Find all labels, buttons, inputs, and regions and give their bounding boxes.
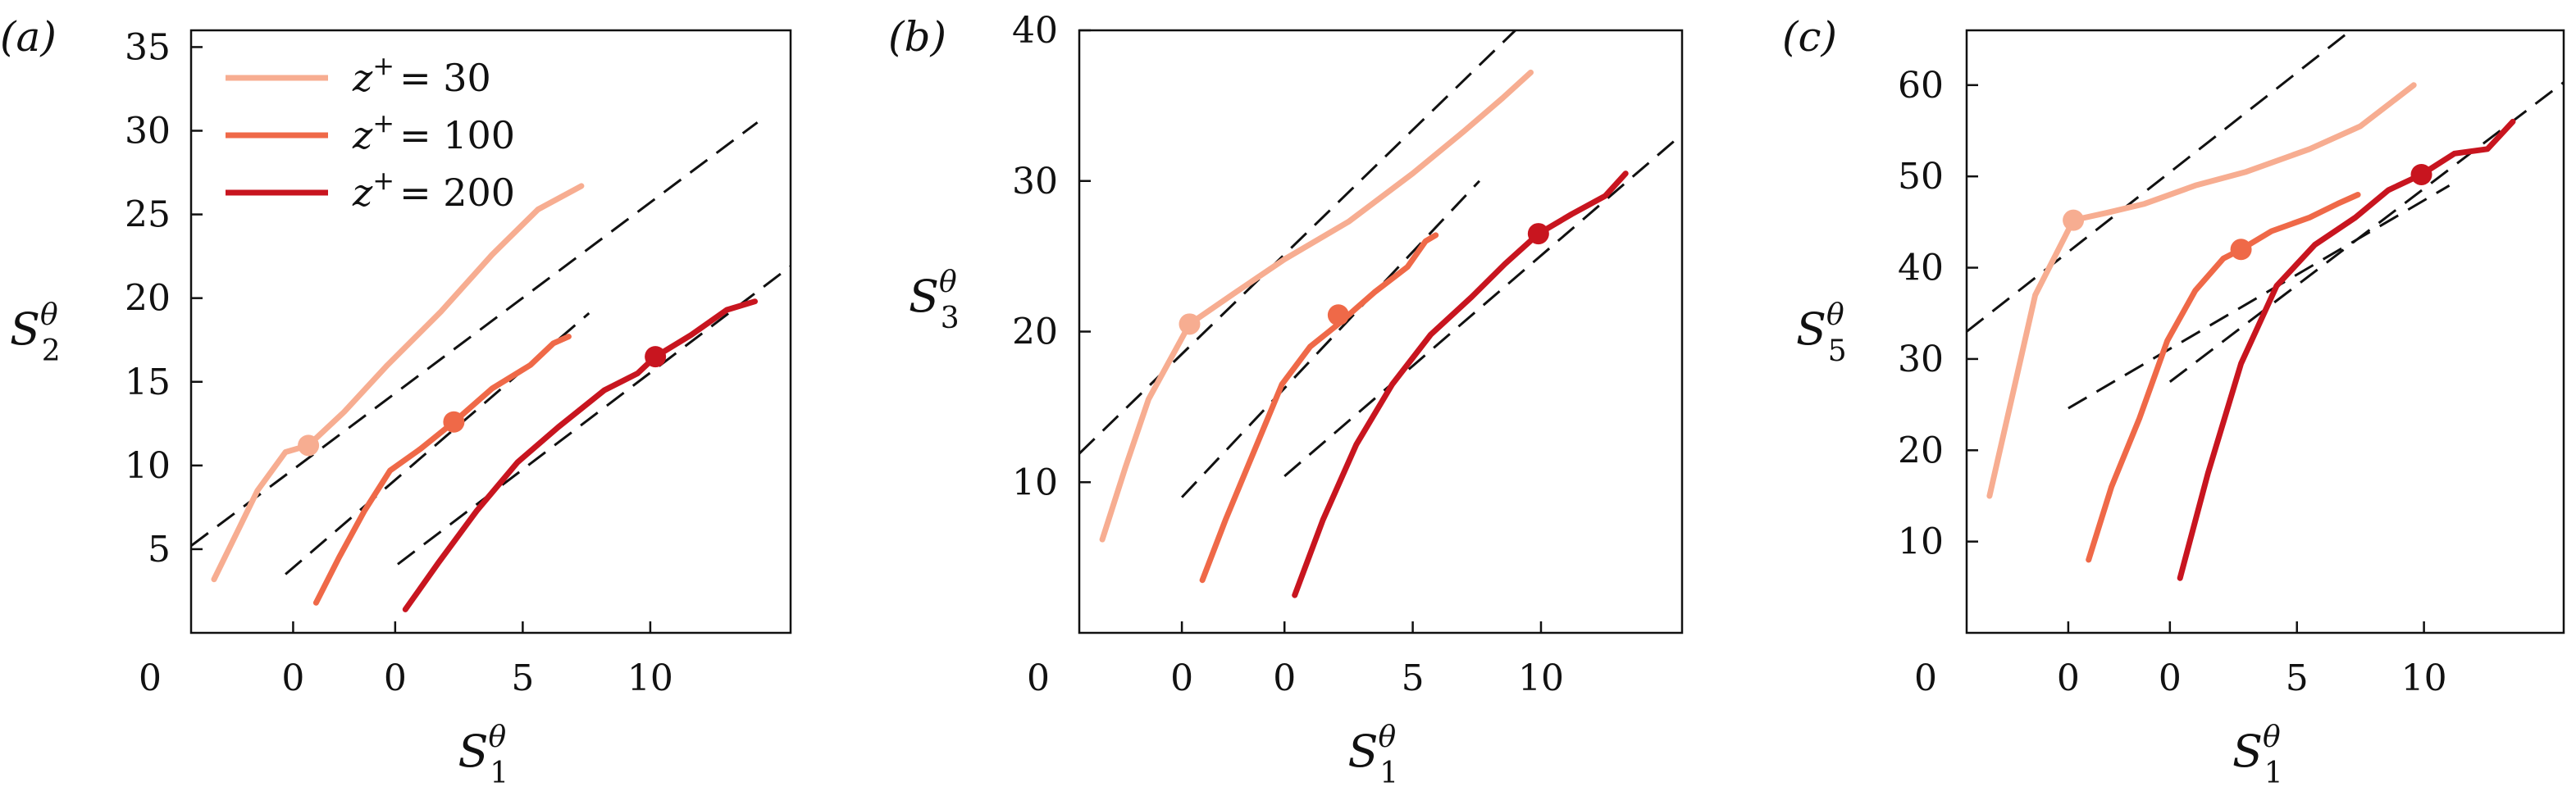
legend-label: z+ = 200	[352, 165, 515, 215]
x-axis-label: Sθ 1	[1348, 721, 1399, 790]
panel-label: (a)	[0, 13, 57, 61]
y-tick-label: 60	[1898, 65, 1944, 107]
y-tick-label: 25	[125, 194, 171, 236]
x-axis-label: Sθ 1	[2232, 721, 2283, 790]
series-line-z100	[312, 334, 572, 606]
y-tick-label: 20	[1012, 312, 1058, 353]
y-tick-label: 50	[1898, 156, 1944, 198]
y-tick-label: 10	[1012, 462, 1058, 503]
y-tick-label: 30	[1012, 161, 1058, 202]
y-tick-label: 30	[1898, 339, 1944, 380]
y-tick-label: 10	[125, 445, 171, 487]
x-tick-label: 0	[139, 657, 162, 699]
x-tick-label: 5	[511, 657, 534, 699]
x-tick-label: 0	[1170, 657, 1193, 699]
series-line-z100	[1199, 232, 1439, 584]
panel-label: (b)	[888, 13, 946, 61]
x-tick-label: 0	[2159, 657, 2182, 699]
scaling-fit-line	[1181, 180, 1481, 498]
scaling-fit-line	[1967, 30, 2353, 333]
x-tick-label: 0	[1273, 657, 1296, 699]
plot-area	[191, 121, 791, 612]
series-marker-z100	[443, 411, 465, 433]
scaling-fit-line	[1283, 133, 1682, 478]
plot-frame	[1965, 29, 2565, 634]
series-marker-z30	[2063, 209, 2085, 231]
plot-frame	[1078, 29, 1684, 634]
plot-area	[1079, 30, 1682, 598]
y-axis-label: Sθ 5	[1796, 298, 1847, 368]
plot-frame	[189, 29, 792, 634]
y-axis-label: Sθ 2	[10, 298, 61, 368]
x-tick-label: 0	[384, 657, 407, 699]
series-marker-z30	[298, 434, 320, 457]
scaling-fit-line	[397, 265, 791, 566]
y-tick-label: 5	[148, 529, 171, 571]
x-tick-label: 5	[1402, 657, 1425, 699]
y-tick-label: 20	[1898, 430, 1944, 471]
series-line-z100	[2086, 192, 2361, 563]
x-tick-label: 10	[2401, 657, 2447, 699]
series-line-z30	[211, 183, 585, 583]
y-tick-label: 35	[125, 26, 171, 68]
series-marker-z200	[1527, 223, 1549, 245]
x-tick-label: 10	[1518, 657, 1564, 699]
scaling-fit-line	[1079, 30, 1516, 455]
series-line-z200	[402, 298, 758, 612]
series-marker-z200	[645, 346, 667, 368]
scaling-fit-line	[191, 121, 759, 548]
series-line-z200	[1292, 171, 1629, 598]
series-line-z30	[1099, 69, 1534, 543]
panel-label: (c)	[1782, 13, 1837, 61]
series-line-z200	[2177, 118, 2516, 581]
series-marker-z30	[1179, 313, 1201, 335]
series-marker-z200	[2410, 163, 2432, 185]
y-tick-label: 30	[125, 111, 171, 152]
x-tick-label: 0	[281, 657, 304, 699]
series-marker-z100	[2230, 239, 2252, 261]
plot-area	[1967, 30, 2564, 581]
series-marker-z100	[1327, 304, 1349, 326]
x-axis-label: Sθ 1	[458, 721, 509, 790]
y-axis-label: Sθ 3	[909, 266, 960, 335]
legend-label: z+ = 30	[352, 50, 491, 100]
y-tick-label: 40	[1012, 10, 1058, 52]
series-line-z30	[1986, 82, 2417, 499]
x-tick-label: 0	[1914, 657, 1937, 699]
y-tick-label: 10	[1898, 521, 1944, 563]
panel-1: (a) 5 10 15 20 25 30 35 0 0 0 5 10 Sθ 2 Sθ 1 z+ = 30 z+ = 10…	[0, 13, 792, 790]
y-tick-label: 40	[1898, 248, 1944, 289]
panel-3: (c) 10 20 30 40 50 60 0 0 0 5 10 Sθ 5 Sθ 1	[1782, 13, 2565, 790]
x-tick-label: 0	[1027, 657, 1050, 699]
y-tick-label: 20	[125, 278, 171, 320]
panel-2: (b) 10 20 30 40 0 0 0 5 10 Sθ 3 Sθ 1	[888, 10, 1684, 790]
legend: z+ = 30 z+ = 100 z+ = 200	[226, 50, 515, 215]
x-tick-label: 5	[2286, 657, 2309, 699]
legend-label: z+ = 100	[352, 107, 515, 157]
scaling-fit-line	[2068, 184, 2451, 410]
scaling-fit-line	[2168, 81, 2564, 383]
x-tick-label: 0	[2057, 657, 2080, 699]
x-tick-label: 10	[627, 657, 673, 699]
y-tick-label: 15	[125, 362, 171, 403]
